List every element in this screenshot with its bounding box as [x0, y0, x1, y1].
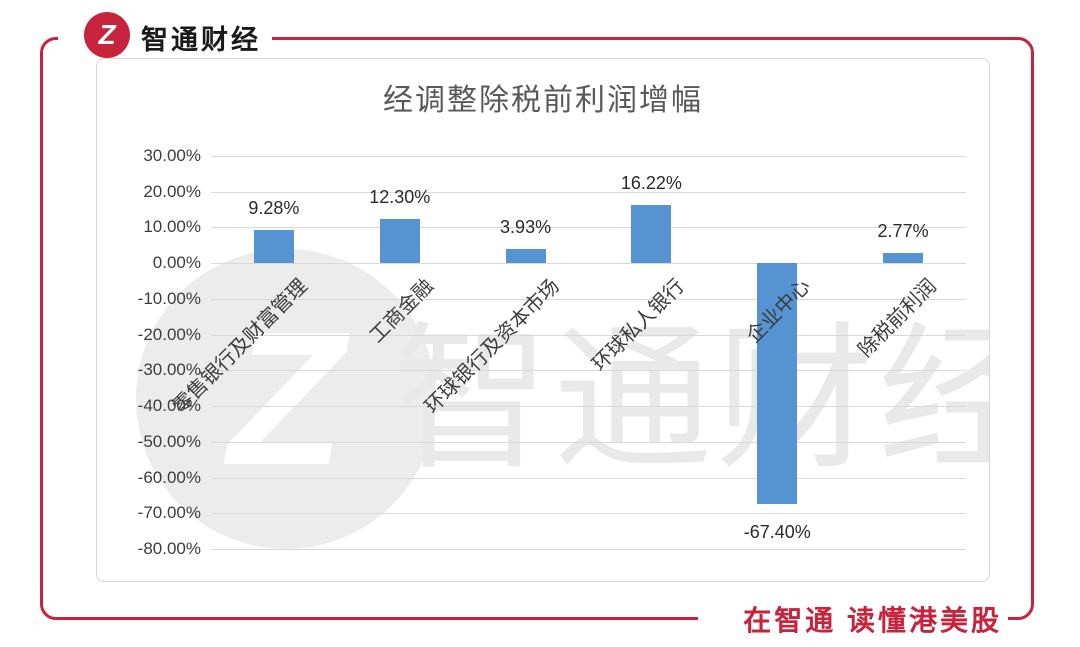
chart-title: 经调整除税前利润增幅	[383, 84, 703, 117]
category-label: 环球银行及资本市场	[420, 275, 564, 419]
bar	[757, 263, 798, 504]
y-axis-tick-label: -40.00%	[137, 396, 201, 416]
brand-name: 智通财经	[141, 25, 261, 55]
brand-logo-glyph: Z	[98, 19, 116, 50]
y-axis-tick-label: -60.00%	[137, 467, 201, 487]
bar-value-label: 2.77%	[877, 221, 929, 242]
y-axis-tick-label: -10.00%	[137, 288, 201, 308]
bar	[631, 205, 672, 264]
watermark-logo-glyph: Z	[227, 293, 345, 505]
y-axis-tick-label: -50.00%	[137, 431, 201, 451]
bar	[883, 253, 924, 264]
gridline	[211, 191, 966, 193]
gridline	[211, 441, 966, 443]
y-axis-tick-label: 10.00%	[143, 217, 201, 237]
bar	[505, 249, 546, 264]
y-axis-tick-label: -70.00%	[137, 503, 201, 523]
watermark-text: 智通财经	[392, 312, 990, 488]
gridline	[211, 477, 966, 479]
y-axis-tick-label: -30.00%	[137, 360, 201, 380]
bar-value-label: 9.28%	[248, 198, 300, 219]
category-label: 工商金融	[365, 275, 438, 348]
bar-value-label: 3.93%	[500, 217, 552, 238]
bar	[253, 230, 294, 264]
gridline	[211, 549, 966, 550]
category-label: 除税前利润	[854, 275, 941, 362]
gridline	[211, 298, 966, 300]
y-axis-tick-label: -20.00%	[137, 324, 201, 344]
gridline	[211, 227, 966, 229]
y-axis-tick-label: 20.00%	[143, 181, 201, 201]
decor-frame	[40, 37, 1034, 620]
gridline	[211, 156, 966, 157]
y-axis-tick-label: -80.00%	[137, 539, 201, 558]
y-axis-tick-label: 30.00%	[143, 146, 201, 165]
bar-value-label: -67.40%	[743, 521, 811, 542]
footer-slogan: 在智通 读懂港美股	[743, 605, 1002, 636]
category-label: 环球私人银行	[588, 275, 690, 376]
bar	[379, 219, 420, 264]
plot-area: 30.00% 20.00% 10.00% 0.00% -10.00% -20.00% -30…	[138, 146, 966, 558]
frame-gap-bottom	[698, 610, 1008, 630]
bar-value-label: 12.30%	[369, 187, 431, 208]
gridline	[211, 334, 966, 336]
gridline	[211, 263, 966, 265]
brand-logo-icon: Z	[84, 12, 130, 58]
chart-panel: Z 智通财经 经调整除税前利润增幅 30.00% 20.00% 10.00% 0.00…	[96, 58, 990, 582]
gridline	[211, 406, 966, 408]
gridline	[211, 513, 966, 515]
y-axis-tick-label: 0.00%	[152, 253, 201, 273]
bar-value-label: 16.22%	[620, 173, 682, 194]
watermark: Z 智通财经	[97, 59, 989, 581]
gridline	[211, 370, 966, 372]
